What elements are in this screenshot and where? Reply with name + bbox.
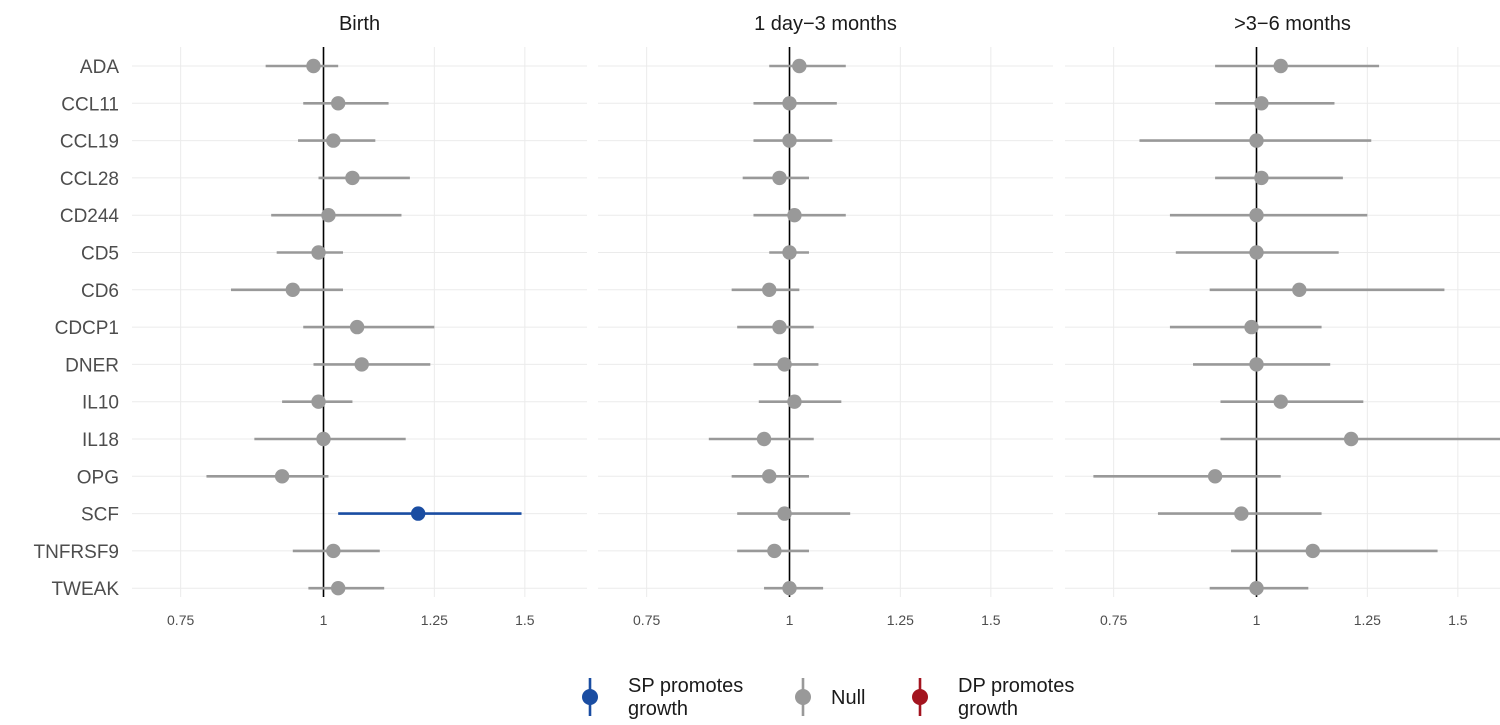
panel-title: >3−6 months xyxy=(1234,13,1351,35)
point-scf xyxy=(410,506,426,521)
y-label-opg: OPG xyxy=(77,467,119,488)
point-tnfrsf9 xyxy=(1305,543,1320,559)
legend-key-point xyxy=(912,689,928,705)
point-ada xyxy=(306,58,321,74)
point-tweak xyxy=(782,581,797,596)
point-ccl19 xyxy=(782,133,797,148)
point-tweak xyxy=(1249,581,1264,596)
x-tick-label: 0.75 xyxy=(633,612,660,628)
point-ccl28 xyxy=(772,170,787,186)
point-cdcp1 xyxy=(349,319,365,335)
y-label-ada: ADA xyxy=(80,57,119,78)
x-tick-label: 1.25 xyxy=(887,612,914,628)
y-label-tweak: TWEAK xyxy=(51,579,119,600)
legend-key-point xyxy=(795,689,811,705)
legend-label: SP promotes xyxy=(628,675,743,697)
panel-3: >3−6 months 0.75 1 1.25 1.5 xyxy=(1065,13,1500,628)
point-cd6 xyxy=(285,282,300,297)
y-label-cd244: CD244 xyxy=(60,206,120,227)
point-ada xyxy=(1273,58,1288,74)
legend-label: Null xyxy=(831,687,865,709)
point-cd5 xyxy=(311,245,326,260)
point-il10 xyxy=(311,394,326,409)
point-ccl19 xyxy=(326,133,341,148)
point-dner xyxy=(1249,357,1264,372)
panel-title: 1 day−3 months xyxy=(754,13,897,35)
point-scf xyxy=(1234,506,1249,521)
point-il10 xyxy=(1273,394,1288,409)
y-label-il10: IL10 xyxy=(82,393,119,414)
legend-label: growth xyxy=(958,698,1018,720)
y-axis-labels: ADA CCL11 CCL19 CCL28 CD244 CD5 CD6 CDCP1 DNER IL… xyxy=(34,57,120,600)
point-il18 xyxy=(316,431,331,447)
x-tick-label: 1 xyxy=(1253,612,1261,628)
point-cd5 xyxy=(782,245,797,260)
point-cd6 xyxy=(1292,282,1307,297)
panel-1: Birth 0.75 1 1.25 1.5 xyxy=(132,13,587,628)
panels: Birth 0.75 1 1.25 1.5 1 day−3 months 0.75 1 1.25… xyxy=(132,13,1500,628)
y-label-scf: SCF xyxy=(81,505,119,526)
point-cdcp1 xyxy=(1244,319,1259,335)
point-cd244 xyxy=(1249,208,1264,223)
legend-label: growth xyxy=(628,698,688,720)
point-ada xyxy=(792,58,807,74)
point-cd244 xyxy=(787,208,802,223)
point-ccl28 xyxy=(345,170,360,186)
point-cd5 xyxy=(1249,245,1264,260)
y-label-cd5: CD5 xyxy=(81,244,119,265)
y-label-ccl19: CCL19 xyxy=(60,132,119,153)
point-cd6 xyxy=(762,282,777,297)
point-opg xyxy=(274,469,290,484)
x-tick-label: 1.25 xyxy=(1354,612,1381,628)
point-il18 xyxy=(1343,431,1359,447)
y-label-tnfrsf9: TNFRSF9 xyxy=(34,542,120,563)
point-cd244 xyxy=(321,208,336,223)
y-label-il18: IL18 xyxy=(82,430,119,451)
y-label-ccl28: CCL28 xyxy=(60,169,119,190)
point-il10 xyxy=(787,394,802,409)
panel-2: 1 day−3 months 0.75 1 1.25 1.5 xyxy=(598,13,1053,628)
panel-title: Birth xyxy=(339,13,380,35)
point-tnfrsf9 xyxy=(767,543,782,559)
point-il18 xyxy=(756,431,772,447)
legend-label: DP promotes xyxy=(958,675,1074,697)
legend-key-point xyxy=(582,689,598,705)
point-scf xyxy=(777,506,792,521)
x-tick-label: 0.75 xyxy=(1100,612,1127,628)
y-label-dner: DNER xyxy=(65,355,119,376)
point-ccl11 xyxy=(782,96,797,111)
x-tick-label: 0.75 xyxy=(167,612,194,628)
y-label-cd6: CD6 xyxy=(81,281,119,302)
point-dner xyxy=(354,357,369,372)
x-tick-label: 1.25 xyxy=(421,612,448,628)
x-tick-label: 1 xyxy=(786,612,794,628)
point-ccl11 xyxy=(1254,96,1269,111)
point-ccl19 xyxy=(1249,133,1264,148)
x-tick-label: 1.5 xyxy=(515,612,535,628)
point-opg xyxy=(1207,469,1223,484)
point-dner xyxy=(777,357,792,372)
point-opg xyxy=(762,469,777,484)
legend-item-null: Null xyxy=(795,678,865,716)
point-ccl28 xyxy=(1254,170,1269,186)
y-label-cdcp1: CDCP1 xyxy=(55,318,119,339)
point-cdcp1 xyxy=(772,319,787,335)
x-tick-label: 1 xyxy=(320,612,328,628)
point-tweak xyxy=(330,581,346,596)
point-tnfrsf9 xyxy=(326,543,341,559)
point-ccl11 xyxy=(330,96,346,111)
y-label-ccl11: CCL11 xyxy=(61,94,119,115)
x-tick-label: 1.5 xyxy=(1448,612,1468,628)
x-tick-label: 1.5 xyxy=(981,612,1001,628)
